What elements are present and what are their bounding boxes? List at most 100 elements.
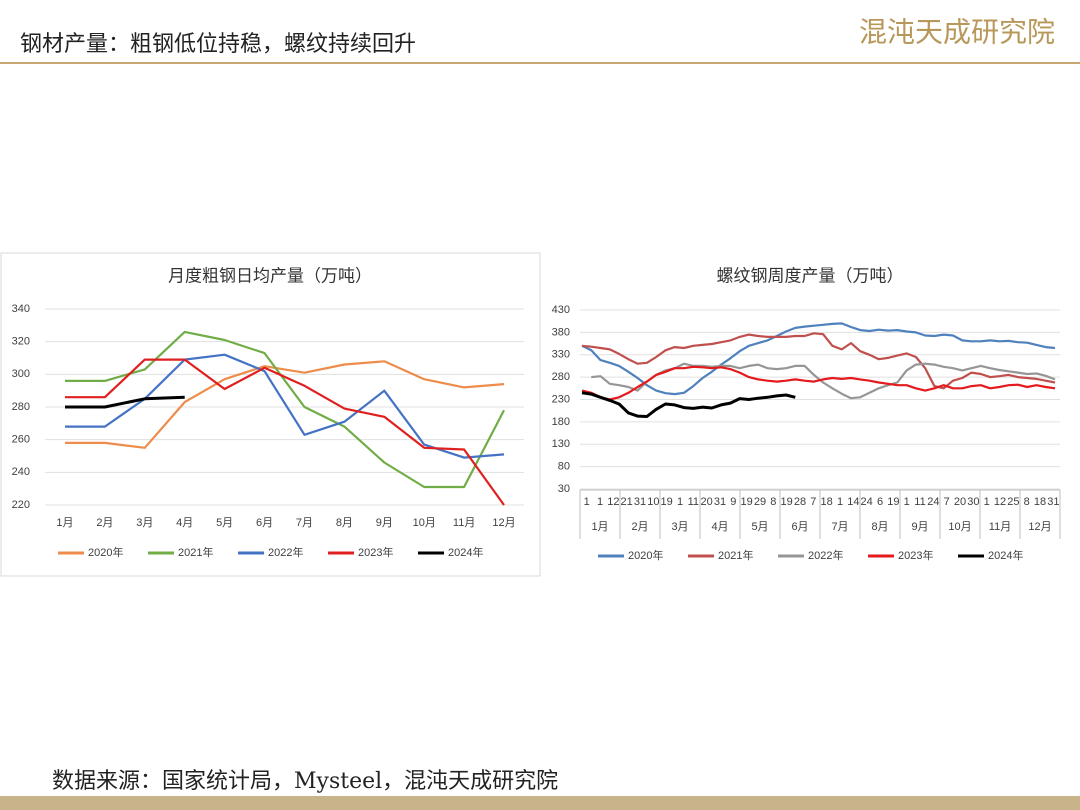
series-line — [65, 330, 505, 489]
x-tick-label: 19 — [781, 496, 793, 508]
chart-title: 月度粗钢日均产量（万吨） — [168, 267, 372, 287]
slide-title: 钢材产量：粗钢低位持稳，螺纹持续回升 — [20, 32, 416, 57]
series-line — [65, 360, 505, 449]
logo: 混沌天成研究院 — [859, 16, 1055, 49]
x-tick-label: 9月 — [376, 517, 393, 529]
x-tick-label: 7月 — [296, 517, 313, 529]
x-tick-label: 11 — [688, 496, 699, 508]
x-tick-label: 12月 — [492, 517, 515, 529]
x-tick-label: 1 — [597, 496, 603, 508]
x-tick-label: 2月 — [96, 517, 113, 529]
y-tick-label: 320 — [12, 336, 30, 348]
x-tick-label: 18 — [821, 496, 833, 508]
legend-label: 2021年 — [718, 548, 753, 562]
x-tick-label: 4月 — [176, 517, 193, 529]
x-tick-label: 31 — [634, 496, 646, 508]
y-tick-label: 30 — [558, 483, 570, 495]
x-tick-label: 19 — [887, 496, 899, 508]
y-tick-label: 380 — [552, 326, 570, 338]
y-tick-label: 230 — [552, 393, 570, 405]
legend-label: 2020年 — [628, 548, 663, 562]
y-tick-label: 130 — [552, 438, 570, 450]
series-line — [581, 322, 1056, 396]
y-tick-label: 430 — [552, 304, 570, 316]
x-tick-label: 19 — [741, 496, 753, 508]
x-tick-label: 7 — [810, 496, 816, 508]
y-tick-label: 240 — [12, 466, 30, 478]
x-tick-label: 1 — [837, 496, 843, 508]
legend-label: 2020年 — [88, 545, 123, 559]
series-line — [65, 358, 505, 506]
x-group-label: 10月 — [948, 521, 971, 533]
x-tick-label: 31 — [1047, 496, 1059, 508]
x-tick-label: 21 — [621, 496, 633, 508]
x-tick-label: 20 — [701, 496, 713, 508]
x-tick-label: 6月 — [256, 517, 273, 529]
legend-label: 2024年 — [988, 548, 1023, 562]
legend-label: 2022年 — [808, 548, 843, 562]
x-tick-label: 12 — [607, 496, 619, 508]
y-tick-label: 220 — [12, 499, 30, 511]
x-tick-label: 12 — [994, 496, 1006, 508]
legend-label: 2023年 — [358, 545, 393, 559]
x-tick-label: 8 — [1024, 496, 1030, 508]
x-tick-label: 1月 — [56, 517, 73, 529]
x-tick-label: 24 — [927, 496, 939, 508]
x-tick-label: 8月 — [336, 517, 353, 529]
y-tick-label: 300 — [12, 368, 30, 380]
x-tick-label: 11月 — [453, 517, 475, 529]
series-line — [581, 332, 1056, 390]
y-tick-label: 280 — [12, 401, 30, 413]
x-group-label: 2月 — [631, 521, 648, 533]
x-tick-label: 7 — [944, 496, 950, 508]
x-tick-label: 11 — [914, 496, 925, 508]
x-group-label: 1月 — [591, 521, 608, 533]
x-group-label: 4月 — [711, 521, 728, 533]
source-note: 数据来源：国家统计局，Mysteel，混沌天成研究院 — [52, 769, 558, 794]
series-line — [65, 395, 185, 409]
chart-title: 螺纹钢周度产量（万吨） — [717, 267, 904, 287]
x-group-label: 7月 — [831, 521, 848, 533]
x-tick-label: 24 — [861, 496, 873, 508]
x-tick-label: 14 — [847, 496, 859, 508]
x-group-label: 3月 — [671, 521, 688, 533]
x-tick-label: 10月 — [413, 517, 436, 529]
legend-label: 2022年 — [268, 545, 303, 559]
x-tick-label: 18 — [1034, 496, 1046, 508]
y-tick-label: 340 — [12, 303, 30, 315]
x-tick-label: 10 — [647, 496, 659, 508]
y-tick-label: 180 — [552, 416, 570, 428]
series-line — [65, 353, 505, 459]
chart-frame — [0, 252, 541, 577]
x-tick-label: 20 — [954, 496, 966, 508]
x-tick-label: 28 — [794, 496, 806, 508]
y-tick-label: 80 — [558, 461, 570, 473]
x-tick-label: 6 — [877, 496, 883, 508]
x-tick-label: 19 — [661, 496, 673, 508]
y-tick-label: 280 — [552, 371, 570, 383]
x-group-label: 12月 — [1028, 521, 1051, 533]
legend-label: 2021年 — [178, 545, 213, 559]
x-tick-label: 9 — [730, 496, 736, 508]
x-tick-label: 29 — [754, 496, 766, 508]
footer-band — [0, 796, 1080, 810]
y-tick-label: 330 — [552, 349, 570, 361]
series-line — [581, 365, 1056, 401]
series-line — [581, 391, 796, 418]
y-tick-label: 260 — [12, 434, 30, 446]
x-tick-label: 5月 — [216, 517, 233, 529]
x-tick-label: 1 — [904, 496, 910, 508]
x-tick-label: 1 — [984, 496, 990, 508]
legend-label: 2024年 — [448, 545, 483, 559]
x-group-label: 11月 — [989, 521, 1011, 533]
x-group-label: 6月 — [791, 521, 808, 533]
x-tick-label: 3月 — [136, 517, 153, 529]
x-group-label: 8月 — [871, 521, 888, 533]
x-tick-label: 1 — [677, 496, 683, 508]
x-tick-label: 8 — [770, 496, 776, 508]
x-group-label: 9月 — [911, 521, 928, 533]
x-group-label: 5月 — [751, 521, 768, 533]
legend-label: 2023年 — [898, 548, 933, 562]
